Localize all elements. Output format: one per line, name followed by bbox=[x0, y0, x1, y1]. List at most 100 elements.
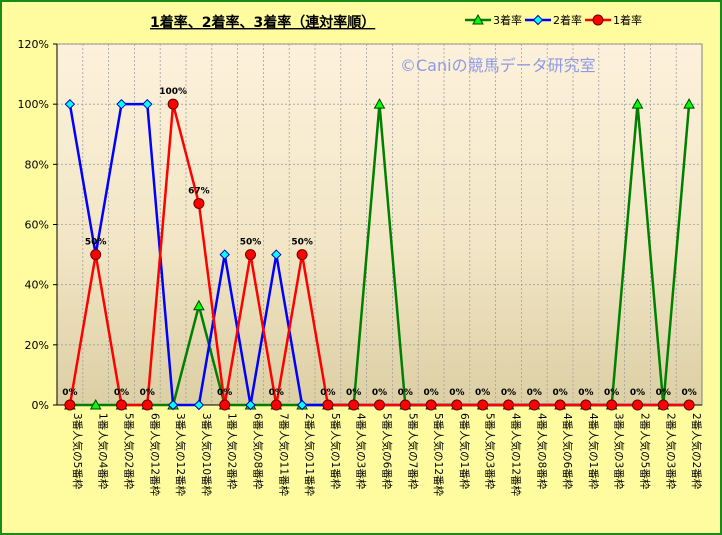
data-point-1着率 bbox=[219, 399, 231, 411]
data-point-2着率 bbox=[193, 399, 205, 411]
data-label: 0% bbox=[346, 388, 361, 398]
y-tick-label: 100% bbox=[18, 98, 49, 111]
data-label: 0% bbox=[62, 388, 77, 398]
data-point-2着率 bbox=[245, 399, 256, 411]
x-tick-label: 6番人気の12番枠 bbox=[148, 413, 161, 497]
data-label: 50% bbox=[240, 238, 262, 248]
data-point-1着率 bbox=[606, 399, 618, 411]
x-tick-label: 5番人気の2番枠 bbox=[123, 413, 136, 490]
x-tick-label: 4番人気の6番枠 bbox=[561, 413, 574, 490]
x-tick-label: 1番人気の2番枠 bbox=[226, 413, 239, 490]
x-tick-label: 5番人気の1番枠 bbox=[329, 413, 342, 490]
data-label: 0% bbox=[320, 388, 335, 398]
data-point-2着率 bbox=[142, 98, 153, 110]
data-point-2着率 bbox=[219, 249, 230, 260]
data-point-2着率 bbox=[167, 399, 179, 411]
data-point-1着率 bbox=[322, 399, 334, 411]
data-point-1着率 bbox=[296, 249, 308, 261]
legend-label-2着率: 2着率 bbox=[553, 13, 582, 27]
x-tick-label: 3番人気の3番枠 bbox=[613, 413, 626, 490]
data-point-1着率 bbox=[425, 399, 437, 411]
legend-label-1着率: 1着率 bbox=[613, 13, 642, 27]
x-tick-label: 5番人気の7番枠 bbox=[406, 413, 419, 490]
data-point-2着率 bbox=[271, 249, 282, 260]
data-point-1着率 bbox=[64, 399, 76, 411]
chart-title: 1着率、2着率、3着率（連対率順） bbox=[150, 14, 375, 31]
x-tick-label: 2番人気の3番枠 bbox=[664, 413, 677, 490]
data-point-1着率 bbox=[528, 399, 540, 411]
y-tick-label: 80% bbox=[25, 158, 49, 171]
data-label: 0% bbox=[630, 388, 645, 398]
data-point-1着率 bbox=[451, 399, 463, 411]
data-point-3着率 bbox=[631, 98, 644, 109]
x-tick-label: 4番人気の12番枠 bbox=[510, 413, 523, 497]
x-tick-label: 2番人気の5番枠 bbox=[639, 413, 652, 490]
data-point-3着率 bbox=[683, 98, 695, 109]
data-label: 67% bbox=[188, 186, 210, 196]
watermark: ©Caniの競馬データ研究室 bbox=[400, 56, 596, 75]
data-label: 0% bbox=[217, 388, 232, 398]
x-tick-label: 4番人気の3番枠 bbox=[355, 413, 368, 490]
data-point-1着率 bbox=[90, 249, 102, 261]
x-tick-label: 4番人気の1番枠 bbox=[587, 413, 600, 490]
x-tick-label: 7番人気の11番枠 bbox=[277, 413, 290, 497]
x-tick-label: 5番人気の3番枠 bbox=[484, 413, 497, 490]
data-point-1着率 bbox=[554, 399, 566, 411]
x-tick-label: 2番人気の11番枠 bbox=[303, 413, 316, 497]
legend-label-3着率: 3着率 bbox=[493, 13, 522, 27]
data-point-3着率 bbox=[193, 299, 205, 311]
legend: 3着率 2着率 1着率 bbox=[465, 13, 642, 27]
legend-marker-1着率 bbox=[592, 14, 604, 26]
data-point-1着率 bbox=[167, 98, 179, 110]
data-point-1着率 bbox=[632, 399, 643, 411]
legend-marker-3着率 bbox=[472, 13, 484, 25]
data-label: 0% bbox=[578, 388, 593, 398]
data-label: 0% bbox=[527, 388, 542, 398]
x-tick-label: 2番人気の2番枠 bbox=[690, 413, 703, 490]
data-label: 0% bbox=[114, 388, 129, 398]
data-label: 0% bbox=[475, 388, 490, 398]
y-tick-label: 60% bbox=[25, 219, 49, 232]
data-point-1着率 bbox=[657, 399, 669, 411]
data-label: 0% bbox=[656, 388, 671, 398]
data-label: 0% bbox=[681, 388, 696, 398]
data-point-1着率 bbox=[245, 249, 256, 261]
data-label: 0% bbox=[449, 388, 464, 398]
y-tick-label: 40% bbox=[25, 279, 49, 292]
data-point-1着率 bbox=[116, 399, 127, 411]
data-point-1着率 bbox=[141, 399, 153, 411]
data-point-2着率 bbox=[296, 399, 308, 411]
x-tick-label: 5番人気の12番枠 bbox=[432, 413, 445, 497]
data-point-1着率 bbox=[374, 399, 385, 411]
x-tick-label: 6番人気の1番枠 bbox=[458, 413, 471, 490]
data-label: 50% bbox=[291, 238, 313, 248]
data-point-1着率 bbox=[477, 399, 489, 411]
data-point-1着率 bbox=[270, 399, 282, 411]
data-label: 0% bbox=[423, 388, 438, 398]
x-tick-label: 3番人気の12番枠 bbox=[174, 413, 187, 497]
x-tick-label: 3番人気の10番枠 bbox=[200, 413, 213, 497]
data-point-1着率 bbox=[503, 399, 514, 411]
data-label: 0% bbox=[269, 388, 284, 398]
data-label: 0% bbox=[552, 388, 567, 398]
data-label: 0% bbox=[604, 388, 619, 398]
data-point-1着率 bbox=[399, 399, 411, 411]
data-point-2着率 bbox=[116, 98, 127, 110]
data-label: 100% bbox=[159, 87, 187, 97]
data-point-1着率 bbox=[348, 399, 360, 411]
data-point-2着率 bbox=[64, 98, 76, 110]
y-tick-label: 20% bbox=[25, 339, 49, 352]
x-tick-label: 3番人気の5番枠 bbox=[71, 413, 84, 490]
data-label: 0% bbox=[501, 388, 516, 398]
data-label: 0% bbox=[372, 388, 387, 398]
y-tick-label: 0% bbox=[32, 399, 49, 412]
data-point-1着率 bbox=[193, 197, 205, 209]
x-tick-label: 5番人気の6番枠 bbox=[381, 413, 394, 490]
x-tick-label: 4番人気の8番枠 bbox=[535, 413, 548, 490]
data-label: 0% bbox=[140, 388, 155, 398]
data-point-3着率 bbox=[373, 98, 386, 109]
data-point-3着率 bbox=[89, 398, 102, 410]
x-tick-label: 6番人気の8番枠 bbox=[252, 413, 265, 490]
x-tick-label: 1番人気の4番枠 bbox=[97, 413, 110, 490]
